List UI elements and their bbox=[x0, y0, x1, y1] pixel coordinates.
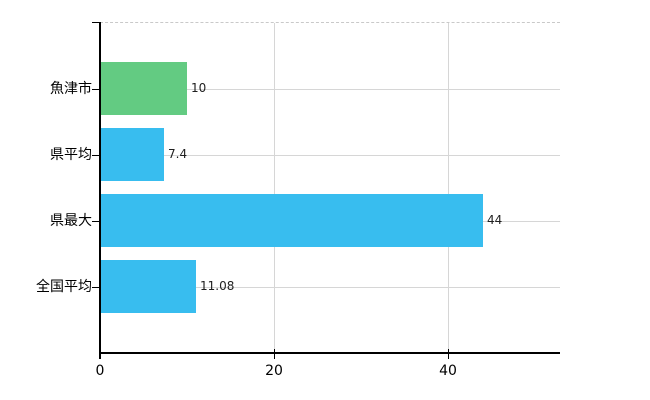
y-tick-mark bbox=[92, 89, 99, 90]
plot-top-border bbox=[100, 22, 560, 23]
vertical-gridline bbox=[274, 23, 275, 352]
x-tick-mark bbox=[274, 349, 275, 359]
x-tick-label: 20 bbox=[265, 363, 283, 379]
x-tick-label: 40 bbox=[439, 363, 457, 379]
horizontal-gridline bbox=[101, 155, 560, 156]
y-axis-top-tick bbox=[92, 22, 99, 23]
y-tick-mark bbox=[92, 155, 99, 156]
horizontal-gridline bbox=[101, 89, 560, 90]
category-label: 県最大 bbox=[50, 213, 92, 229]
vertical-gridline bbox=[448, 23, 449, 352]
y-tick-mark bbox=[92, 287, 99, 288]
category-label: 県平均 bbox=[50, 147, 92, 163]
category-label: 魚津市 bbox=[50, 81, 92, 97]
category-label: 全国平均 bbox=[36, 279, 92, 295]
x-tick-mark bbox=[99, 354, 101, 359]
x-tick-mark bbox=[448, 349, 449, 359]
bar-value-label: 44 bbox=[487, 213, 503, 227]
chart-bar bbox=[101, 194, 483, 247]
chart-bar bbox=[101, 62, 187, 115]
y-tick-mark bbox=[92, 221, 99, 222]
bar-value-label: 7.4 bbox=[168, 147, 188, 161]
bar-value-label: 11.08 bbox=[200, 279, 235, 293]
x-axis-line bbox=[99, 352, 560, 354]
x-tick-label: 0 bbox=[95, 363, 105, 379]
y-axis-line bbox=[99, 22, 101, 354]
horizontal-gridline bbox=[101, 287, 560, 288]
chart-bar bbox=[101, 128, 164, 181]
bar-value-label: 10 bbox=[191, 81, 207, 95]
chart-bar bbox=[101, 260, 196, 313]
